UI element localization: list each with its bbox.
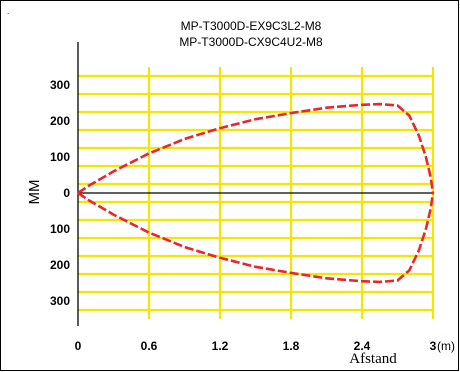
x-axis-label: Afstand [349, 351, 397, 367]
corner-mark: . [7, 7, 9, 16]
x-tick-label: 3 [430, 339, 437, 353]
axes [77, 42, 433, 326]
x-tick-label: 0.6 [141, 339, 158, 353]
y-tick-label: 100 [50, 150, 70, 164]
y-tick-label: 0 [63, 186, 70, 200]
y-axis-label: MM [26, 180, 43, 205]
grid [78, 67, 435, 319]
y-tick-labels: 300 200 100 0 100 200 300 [50, 78, 70, 308]
x-tick-labels: 0 0.6 1.2 1.8 2.4 3 [75, 339, 437, 353]
x-axis-unit: (m) [437, 339, 455, 353]
x-tick-label: 1.2 [212, 339, 229, 353]
detection-curve [77, 102, 435, 284]
y-tick-label: 300 [50, 294, 70, 308]
x-tick-label: 2.4 [354, 339, 371, 353]
y-tick-label: 100 [50, 222, 70, 236]
upper-boundary-curve [77, 102, 435, 195]
chart-title-line-1: MP-T3000D-EX9C3L2-M8 [181, 19, 322, 33]
y-tick-label: 200 [50, 114, 70, 128]
y-tick-label: 200 [50, 258, 70, 272]
y-tick-label: 300 [50, 78, 70, 92]
x-tick-label: 0 [75, 339, 82, 353]
chart-title-line-2: MP-T3000D-CX9C4U2-M8 [179, 35, 323, 49]
x-tick-label: 1.8 [283, 339, 300, 353]
lower-boundary-curve [77, 191, 435, 284]
